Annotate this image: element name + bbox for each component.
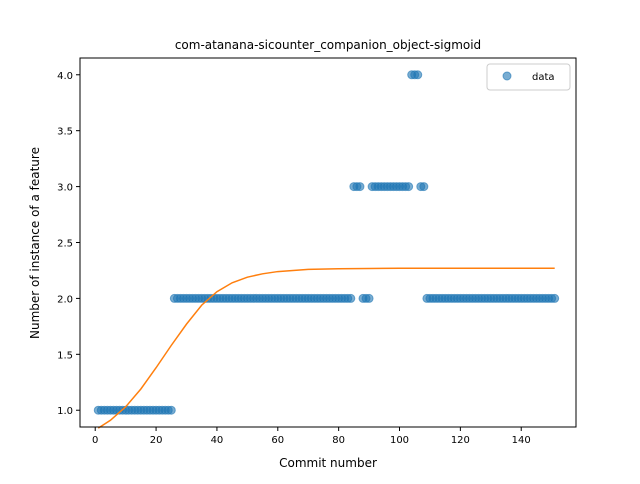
data-point xyxy=(346,293,356,303)
chart-title: com-atanana-sicounter_companion_object-s… xyxy=(175,38,481,52)
y-tick-label: 1.5 xyxy=(57,350,73,361)
plot-frame xyxy=(79,57,577,428)
legend-label-data: data xyxy=(532,72,555,83)
y-tick-label: 2.0 xyxy=(57,294,73,305)
x-tick-label: 20 xyxy=(150,435,163,446)
data-point xyxy=(550,293,560,303)
x-tick-label: 0 xyxy=(92,435,98,446)
data-point xyxy=(419,182,429,192)
data-point xyxy=(355,182,365,192)
sigmoid-fit-line xyxy=(97,267,555,429)
data-point xyxy=(166,405,176,415)
y-tick-label: 3.5 xyxy=(57,127,73,138)
x-tick-label: 100 xyxy=(390,435,409,446)
y-axis-label: Number of instance of a feature xyxy=(28,147,42,339)
y-tick-label: 3.0 xyxy=(57,183,73,194)
x-tick-label: 120 xyxy=(451,435,470,446)
plot-area: 0 20 40 60 80 100 120 140 1.0 1.5 2.0 2.5 3.0 3.5 4.0 xyxy=(57,70,560,446)
y-tick-label: 2.5 xyxy=(57,239,73,250)
data-point xyxy=(404,182,414,192)
data-point xyxy=(413,70,423,80)
x-tick-label: 60 xyxy=(271,435,284,446)
data-point xyxy=(364,293,374,303)
x-tick-label: 140 xyxy=(512,435,531,446)
y-tick-label: 1.0 xyxy=(57,406,73,417)
x-axis-label: Commit number xyxy=(279,456,377,470)
x-tick-label: 40 xyxy=(211,435,224,446)
legend: data xyxy=(486,63,571,91)
y-tick-label: 4.0 xyxy=(57,71,73,82)
x-tick-label: 80 xyxy=(332,435,345,446)
legend-box xyxy=(486,63,571,91)
legend-marker-data xyxy=(502,71,512,81)
